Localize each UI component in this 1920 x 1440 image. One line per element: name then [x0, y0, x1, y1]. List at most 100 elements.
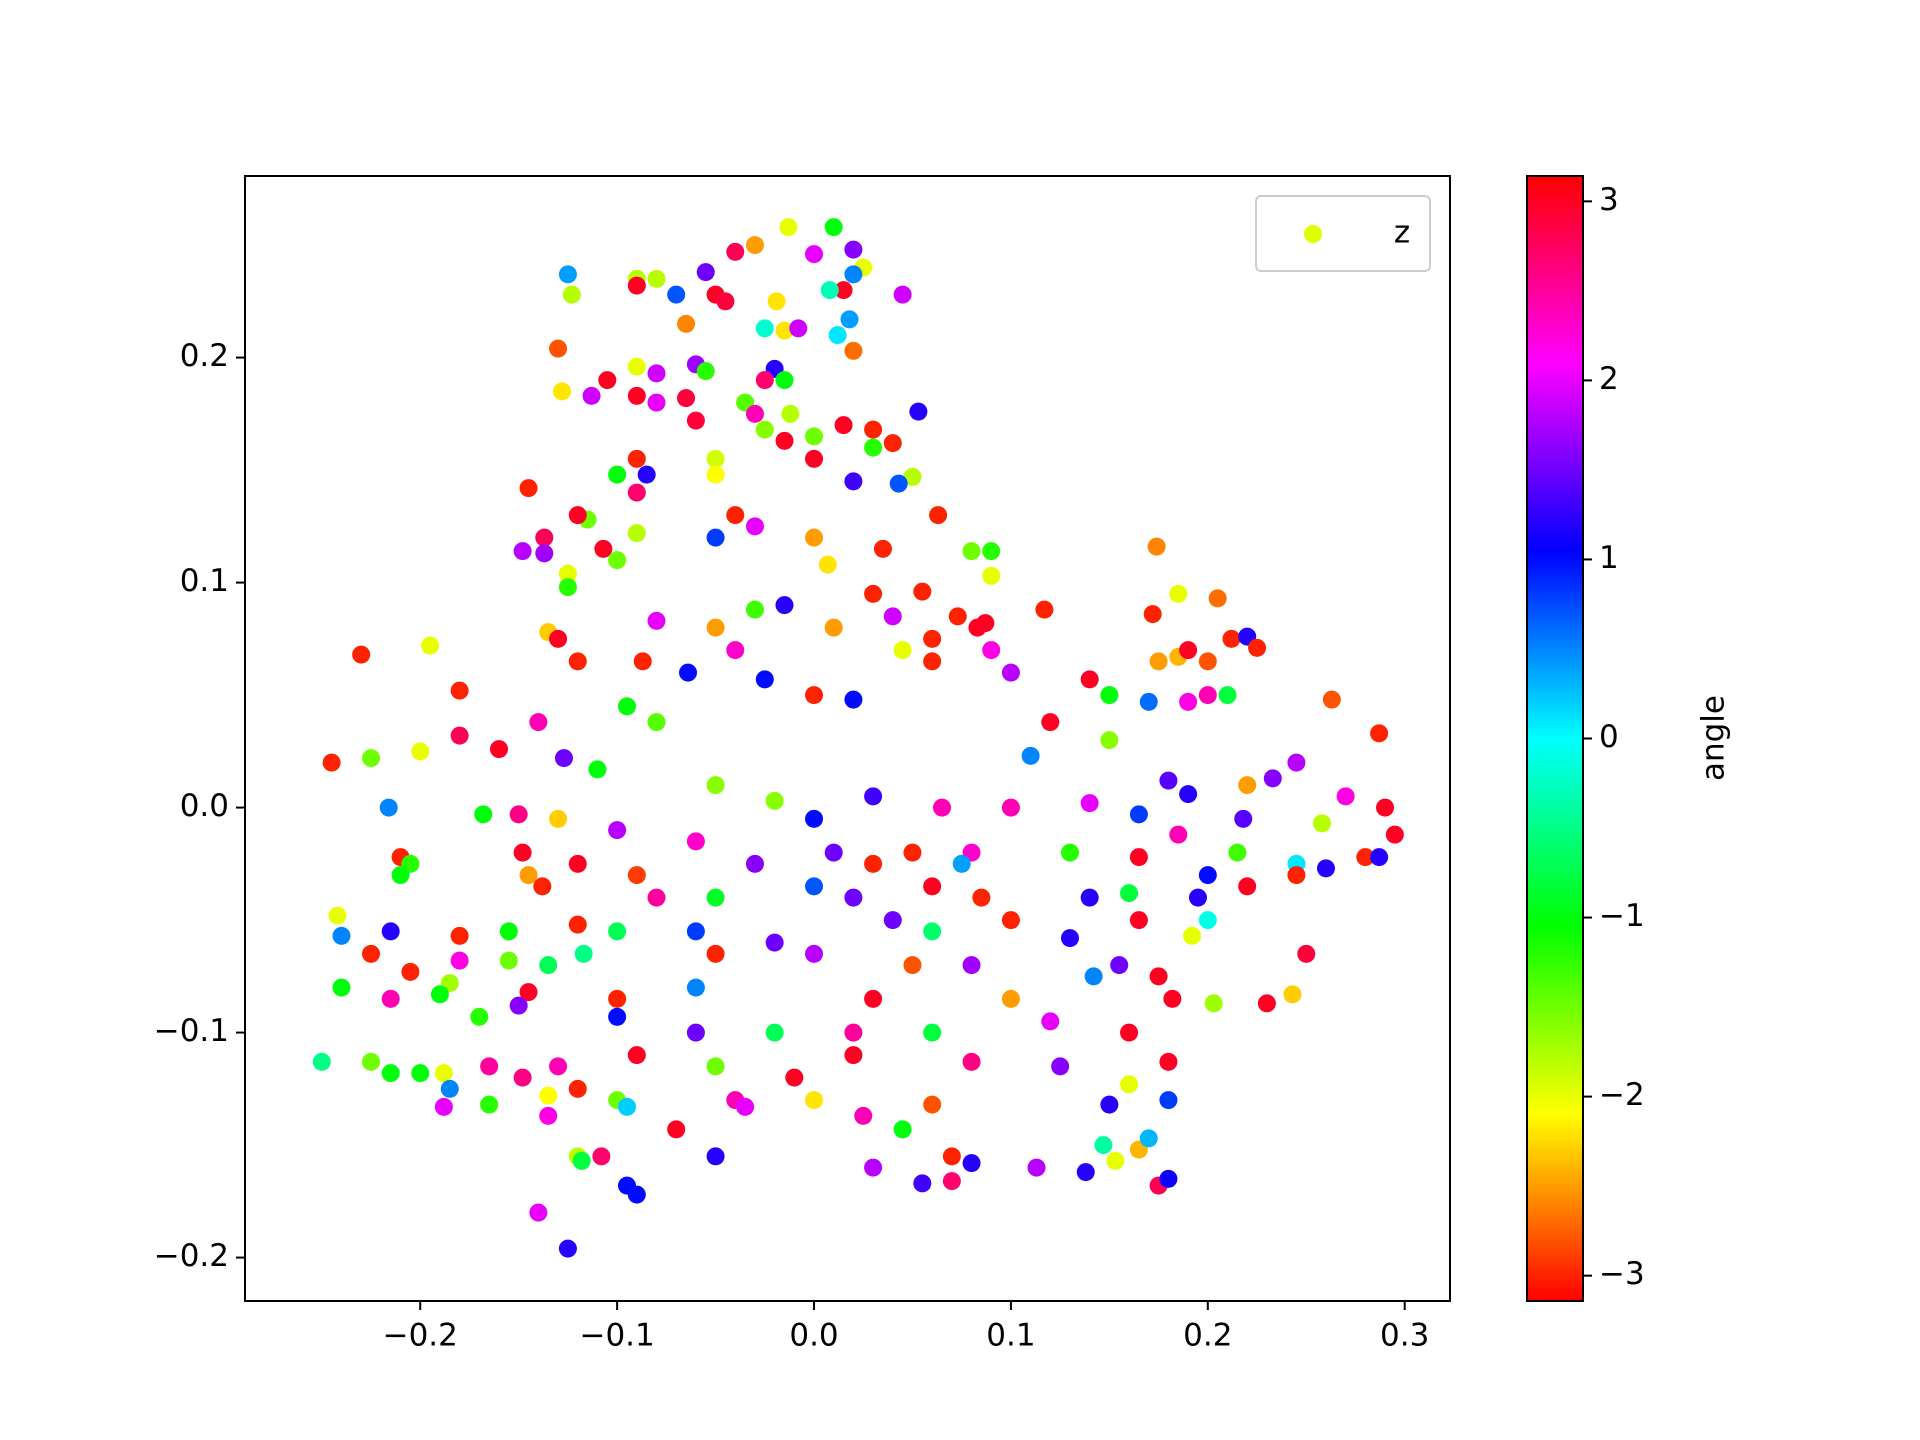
point — [1076, 1163, 1095, 1182]
point — [1238, 877, 1257, 896]
point — [952, 854, 971, 873]
axes-frame — [244, 175, 1451, 1302]
point — [430, 985, 449, 1004]
point — [1198, 652, 1217, 671]
point — [889, 474, 908, 493]
point — [755, 420, 774, 439]
point — [558, 1239, 577, 1258]
point — [1120, 1075, 1139, 1094]
point — [909, 402, 928, 421]
point — [883, 434, 902, 453]
point — [608, 1007, 627, 1026]
legend: z — [1255, 195, 1431, 272]
point — [513, 843, 532, 862]
y-tick-label: 0.1 — [180, 563, 229, 599]
point — [706, 1147, 725, 1166]
point — [982, 641, 1001, 660]
point — [913, 1174, 932, 1193]
y-tick-label: −0.1 — [154, 1013, 229, 1049]
point — [805, 686, 824, 705]
point — [1139, 692, 1158, 711]
point — [962, 542, 981, 561]
point — [1313, 814, 1332, 833]
colorbar-tick-label: 3 — [1599, 182, 1619, 218]
point — [627, 276, 646, 295]
point — [440, 1079, 459, 1098]
point — [332, 926, 351, 945]
point — [942, 1147, 961, 1166]
point — [667, 285, 686, 304]
point — [627, 386, 646, 405]
point — [1159, 1169, 1178, 1188]
colorbar-tick-label: 1 — [1599, 540, 1619, 576]
point — [1110, 956, 1129, 975]
point — [1094, 1136, 1113, 1155]
point — [480, 1095, 499, 1114]
point — [805, 944, 824, 963]
point — [736, 1097, 755, 1116]
point — [1149, 652, 1168, 671]
point — [775, 596, 794, 615]
point — [647, 713, 666, 732]
point — [627, 1185, 646, 1204]
point — [1248, 638, 1267, 657]
point — [562, 285, 581, 304]
x-tick-label: 0.1 — [986, 1318, 1035, 1354]
point — [765, 1023, 784, 1042]
point — [948, 607, 967, 626]
point — [533, 877, 552, 896]
point — [1179, 785, 1198, 804]
point — [582, 386, 601, 405]
point — [1100, 686, 1119, 705]
point — [450, 951, 469, 970]
point — [972, 888, 991, 907]
point — [1179, 641, 1198, 660]
point — [549, 809, 568, 828]
point — [513, 1068, 532, 1087]
point — [598, 371, 617, 390]
point — [962, 1052, 981, 1071]
point — [572, 1151, 591, 1170]
point — [450, 926, 469, 945]
point — [1222, 629, 1241, 648]
colorbar-label: angle — [1696, 695, 1732, 781]
colorbar-tick-label: −1 — [1599, 898, 1645, 934]
point — [647, 269, 666, 288]
point — [1149, 967, 1168, 986]
point — [647, 888, 666, 907]
point — [535, 544, 554, 563]
point — [1188, 888, 1207, 907]
point — [864, 1158, 883, 1177]
point — [942, 1172, 961, 1191]
x-tick-label: 0.3 — [1380, 1318, 1429, 1354]
point — [588, 760, 607, 779]
point — [755, 371, 774, 390]
colorbar-tick-label: −3 — [1599, 1256, 1645, 1292]
point — [539, 1086, 558, 1105]
point — [1041, 1012, 1060, 1031]
point — [558, 564, 577, 583]
point — [706, 944, 725, 963]
point — [706, 618, 725, 637]
point — [982, 566, 1001, 585]
point — [627, 1046, 646, 1065]
point — [519, 983, 538, 1002]
point — [627, 449, 646, 468]
point — [893, 641, 912, 660]
point — [824, 618, 843, 637]
legend-label: z — [1394, 215, 1410, 251]
y-tick-label: −0.2 — [154, 1238, 229, 1274]
point — [568, 854, 587, 873]
point — [1159, 1091, 1178, 1110]
point — [1021, 746, 1040, 765]
point — [864, 787, 883, 806]
point — [834, 416, 853, 435]
point — [1139, 1129, 1158, 1148]
point — [592, 1147, 611, 1166]
point — [706, 528, 725, 547]
point — [1060, 929, 1079, 948]
point — [726, 506, 745, 525]
point — [805, 427, 824, 446]
point — [844, 472, 863, 491]
